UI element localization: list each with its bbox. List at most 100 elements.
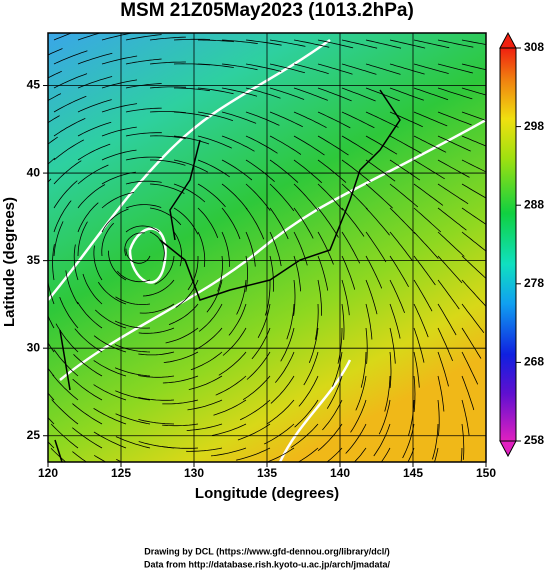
streamline <box>461 87 486 96</box>
streamline <box>437 135 471 152</box>
streamline <box>341 87 376 102</box>
streamline <box>280 327 295 362</box>
streamline <box>210 472 246 477</box>
x-tick-label: 135 <box>257 466 277 480</box>
streamline <box>413 159 445 180</box>
streamline <box>101 208 129 233</box>
streamline <box>269 87 305 100</box>
streamline <box>461 351 479 385</box>
streamline <box>461 423 465 460</box>
streamline <box>72 403 103 425</box>
streamline <box>413 111 448 127</box>
streamline <box>266 447 295 462</box>
x-tick-label: 120 <box>38 466 58 480</box>
streamline <box>341 207 365 237</box>
streamline <box>51 399 79 425</box>
streamline <box>485 424 486 426</box>
streamline <box>461 255 486 279</box>
colorbar-tick-label: 278 <box>524 276 544 290</box>
streamline <box>245 255 248 292</box>
streamline <box>245 159 275 182</box>
streamline <box>162 446 199 449</box>
streamline <box>30 200 46 232</box>
streamline <box>360 351 367 388</box>
streamline <box>317 63 353 75</box>
streamline <box>461 135 486 147</box>
contour <box>48 38 331 301</box>
streamline <box>197 87 234 95</box>
streamline <box>162 375 199 384</box>
streamline <box>437 279 460 310</box>
streamline <box>211 423 247 436</box>
streamline <box>337 328 343 364</box>
streamline <box>77 221 88 257</box>
streamline <box>11 394 30 424</box>
streamline <box>389 207 416 234</box>
streamline <box>52 374 79 401</box>
contour <box>59 118 486 381</box>
streamline <box>173 207 199 235</box>
streamline <box>269 255 274 292</box>
streamline <box>217 255 223 292</box>
streamline <box>9 443 30 472</box>
streamline <box>341 183 368 210</box>
streamline <box>437 303 457 336</box>
streamline <box>125 132 162 137</box>
streamline <box>48 70 62 79</box>
streamline <box>269 159 299 183</box>
streamline <box>461 63 486 71</box>
streamline <box>365 87 400 102</box>
streamline <box>269 231 282 267</box>
streamline <box>293 87 328 101</box>
streamline <box>48 441 55 449</box>
streamline <box>274 351 295 383</box>
streamline <box>193 327 223 351</box>
streamline <box>53 349 79 377</box>
streamline <box>293 207 314 239</box>
streamline <box>413 303 429 338</box>
streamline <box>188 375 223 390</box>
streamline <box>389 303 401 339</box>
streamline <box>308 327 319 363</box>
streamline <box>341 135 373 156</box>
streamline <box>72 451 88 462</box>
streamline <box>197 207 219 238</box>
streamline <box>218 351 247 376</box>
streamline <box>413 63 449 74</box>
streamline <box>293 183 319 211</box>
streamline <box>378 399 391 435</box>
streamline <box>221 63 258 71</box>
streamline <box>345 423 367 454</box>
streamline <box>48 367 55 377</box>
streamline <box>221 183 248 210</box>
streamline <box>389 39 426 49</box>
streamline <box>293 63 329 75</box>
streamline <box>125 83 162 89</box>
streamline <box>125 225 160 233</box>
streamline <box>221 87 258 97</box>
streamline <box>228 303 247 336</box>
streamline <box>50 423 79 449</box>
streamline <box>21 293 30 328</box>
streamline <box>125 58 162 65</box>
streamline <box>101 126 137 137</box>
streamline <box>165 327 199 344</box>
streamline <box>210 447 247 457</box>
streamline <box>236 279 247 315</box>
streamline <box>73 244 79 281</box>
streamline <box>154 255 175 285</box>
streamline <box>149 231 165 262</box>
streamline <box>245 135 278 154</box>
y-axis-label: Latitude (degrees) <box>1 197 18 327</box>
streamline <box>264 423 295 445</box>
x-tick-label: 140 <box>330 466 350 480</box>
streamline <box>48 417 55 425</box>
streamline <box>413 231 439 259</box>
streamline <box>317 255 329 291</box>
streamline <box>461 327 482 359</box>
streamline <box>101 149 137 161</box>
streamline <box>53 118 86 137</box>
title: MSM 21Z05May2023 (1013.2hPa) <box>120 0 414 21</box>
streamline <box>197 111 234 121</box>
